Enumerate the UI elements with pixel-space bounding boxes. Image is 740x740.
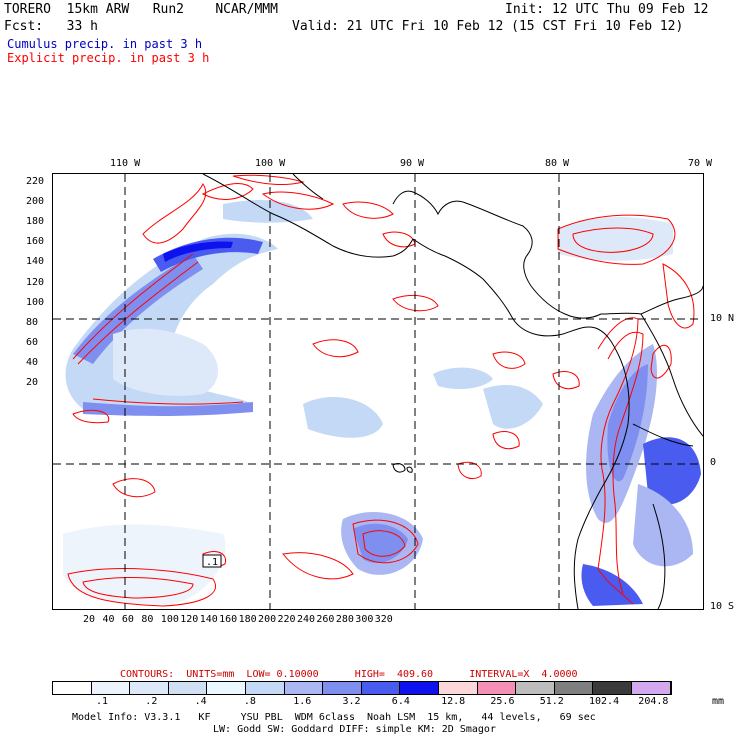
x-tick-label: 80 <box>141 614 154 625</box>
lon-label-90w: 90 W <box>400 158 425 169</box>
y-tick-label: 220 <box>26 176 45 187</box>
y-tick-label: 20 <box>26 377 39 388</box>
colorbar-label: .1 <box>96 696 109 707</box>
model-info-line1: Model Info: V3.3.1 KF YSU PBL WDM 6class… <box>72 712 596 723</box>
lat-label-10n: 10 N <box>710 313 735 324</box>
x-tick-label: 220 <box>277 614 296 625</box>
explicit-precip-title: Explicit precip. in past 3 h <box>7 51 210 65</box>
colorbar-swatch <box>631 682 671 694</box>
explicit-precip-contours <box>67 174 695 607</box>
colorbar-label: 3.2 <box>342 696 361 707</box>
colorbar-label: 204.8 <box>638 696 669 707</box>
colorbar-swatch <box>130 682 169 694</box>
colorbar-label: .4 <box>194 696 207 707</box>
x-tick-label: 60 <box>121 614 134 625</box>
y-tick-label: 180 <box>26 216 45 228</box>
x-tick-label: 240 <box>296 614 315 625</box>
y-tick-label: 100 <box>26 296 45 308</box>
y-tick-label: 40 <box>26 356 39 368</box>
x-tick-label: 40 <box>102 614 115 625</box>
lon-label-100w: 100 W <box>255 158 286 169</box>
colorbar-swatch <box>91 682 131 694</box>
x-tick-label: 320 <box>374 614 393 625</box>
x-tick-label: 180 <box>238 614 257 625</box>
contours-info: CONTOURS: UNITS=mm LOW= 0.10000 HIGH= 40… <box>120 669 578 680</box>
contour-label-box: .1 <box>202 554 222 568</box>
header-line1-right: Init: 12 UTC Thu 09 Feb 12 <box>505 2 709 17</box>
colorbar-swatch <box>168 682 208 694</box>
cumulus-precip-title: Cumulus precip. in past 3 h <box>7 37 203 51</box>
colorbar-label: 51.2 <box>539 696 564 707</box>
colorbar-label: 25.6 <box>490 696 515 707</box>
x-tick-label: 140 <box>199 614 218 625</box>
colorbar-swatch <box>400 682 439 694</box>
colorbar-swatch <box>207 682 246 694</box>
colorbar-swatch <box>361 682 401 694</box>
colorbar-swatch <box>53 682 92 694</box>
x-tick-label: 100 <box>160 614 179 625</box>
colorbar-swatch <box>245 682 285 694</box>
lat-label-0: 0 <box>710 457 717 468</box>
map-canvas: .1 <box>53 174 703 609</box>
header-line1-left: TORERO 15km ARW Run2 NCAR/MMM <box>4 2 278 17</box>
y-tick-label: 140 <box>26 256 45 268</box>
lat-lon-grid <box>53 174 703 609</box>
y-tick-label: 80 <box>26 316 39 328</box>
colorbar-label: 1.6 <box>293 696 312 707</box>
lon-label-80w: 80 W <box>545 158 570 169</box>
cumulus-precip-shading <box>63 199 701 606</box>
coastlines <box>202 174 703 609</box>
header-line2-right: Valid: 21 UTC Fri 10 Feb 12 (15 CST Fri … <box>292 19 684 34</box>
precip-map: .1 <box>52 173 704 610</box>
colorbar-swatch <box>516 682 555 694</box>
lon-label-70w: 70 W <box>688 158 713 169</box>
contour-label-text: .1 <box>206 557 218 568</box>
colorbar-label: .2 <box>145 696 158 707</box>
y-tick-label: 60 <box>26 336 39 348</box>
x-tick-label: 20 <box>83 614 96 625</box>
colorbar-swatch <box>438 682 478 694</box>
x-tick-label: 300 <box>355 614 374 625</box>
lat-label-10s: 10 S <box>710 601 735 612</box>
x-tick-label: 160 <box>219 614 238 625</box>
y-tick-label: 120 <box>26 276 45 288</box>
colorbar-label: .8 <box>243 696 256 707</box>
x-tick-label: 120 <box>180 614 199 625</box>
colorbar-swatch <box>323 682 362 694</box>
header-line2-left: Fcst: 33 h <box>4 19 98 34</box>
y-tick-label: 160 <box>26 236 45 248</box>
colorbar-label: 12.8 <box>441 696 466 707</box>
colorbar-swatch <box>284 682 324 694</box>
x-tick-label: 280 <box>335 614 354 625</box>
colorbar-swatch <box>554 682 594 694</box>
x-tick-label: 200 <box>258 614 277 625</box>
y-tick-label: 200 <box>26 196 45 208</box>
colorbar-units: mm <box>712 696 725 707</box>
colorbar-label: 6.4 <box>391 696 410 707</box>
colorbar-label: 102.4 <box>589 696 620 707</box>
lon-label-110w: 110 W <box>110 158 141 169</box>
model-info-line2: LW: Godd SW: Goddard DIFF: simple KM: 2D… <box>213 724 496 735</box>
colorbar <box>52 681 672 695</box>
x-tick-label: 260 <box>316 614 335 625</box>
colorbar-swatch <box>593 682 632 694</box>
colorbar-swatch <box>477 682 517 694</box>
